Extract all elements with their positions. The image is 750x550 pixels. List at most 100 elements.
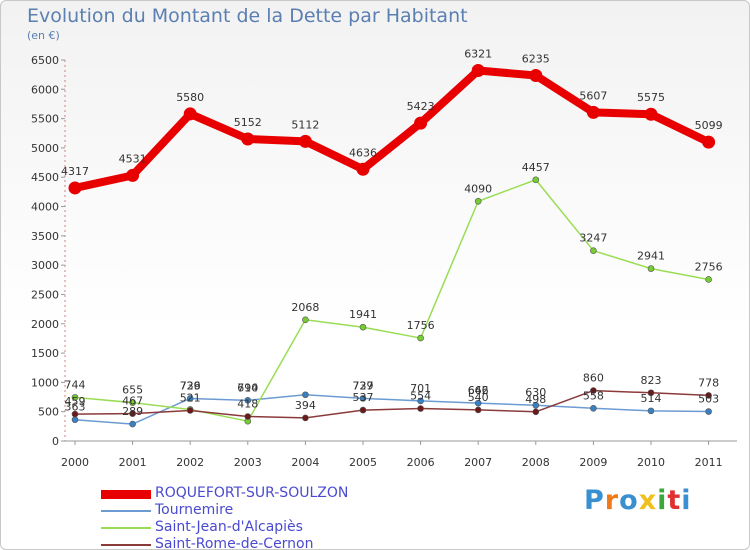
data-label: 823 (641, 374, 662, 387)
data-label: 646 (468, 384, 489, 397)
data-point (359, 323, 367, 331)
legend-swatch (101, 527, 151, 529)
data-point (129, 399, 136, 406)
y-tick-label: 6500 (31, 54, 59, 67)
data-label: 2941 (637, 250, 665, 263)
data-label: 860 (583, 372, 604, 385)
series-line-2 (74, 179, 710, 422)
data-point (71, 394, 79, 401)
data-point (471, 63, 485, 77)
legend-swatch (101, 510, 151, 512)
data-label: 521 (180, 391, 201, 404)
point-labels: 4317 4531 5580 5152 5112 4636 5423 6321 6235 5607… (61, 47, 723, 418)
data-label: 503 (698, 393, 719, 406)
data-point (241, 132, 255, 146)
data-point (302, 316, 309, 324)
data-point (532, 408, 540, 416)
data-label: 5580 (176, 91, 204, 104)
data-point (414, 116, 428, 130)
data-label: 2756 (695, 260, 723, 273)
data-point (647, 407, 655, 415)
data-point (417, 397, 424, 405)
data-label: 739 (180, 379, 201, 392)
data-label: 710 (237, 381, 258, 394)
data-label: 514 (641, 392, 662, 405)
x-tick-label: 2007 (464, 456, 492, 469)
data-point (298, 134, 312, 148)
x-tick-label: 2000 (61, 456, 89, 469)
x-tick-label: 2008 (522, 456, 550, 469)
series-layer (68, 63, 716, 428)
data-label: 4090 (464, 182, 492, 195)
data-label: 630 (525, 386, 546, 399)
y-tick-label: 0 (52, 435, 59, 448)
data-point (532, 401, 540, 409)
proxiti-logo: Proxiti (584, 485, 692, 516)
data-point (647, 265, 655, 272)
data-label: 418 (237, 397, 258, 410)
data-point (474, 399, 482, 407)
x-tick-label: 2009 (579, 456, 607, 469)
data-point (532, 176, 540, 184)
unit-label: (en €) (27, 29, 60, 42)
data-label: 694 (237, 381, 258, 394)
y-tick-label: 5500 (31, 113, 59, 126)
data-label: 394 (295, 399, 316, 412)
data-point (68, 181, 82, 195)
data-label: 5152 (234, 116, 262, 129)
data-point (126, 168, 140, 182)
logo-letter: r (604, 485, 620, 516)
y-tick-label: 1500 (31, 347, 59, 360)
data-point (702, 135, 716, 149)
data-label: 554 (410, 390, 431, 403)
data-point (302, 391, 309, 399)
logo-letter: i (681, 485, 692, 516)
data-point (417, 334, 424, 342)
data-point (129, 410, 136, 417)
data-label: 2068 (291, 301, 319, 314)
data-label: 540 (468, 391, 489, 404)
data-point (644, 107, 658, 121)
data-point (586, 105, 600, 119)
logo-letter: t (667, 485, 682, 516)
legend-label: Saint-Jean-d'Alcapiès (155, 519, 303, 535)
data-label: 739 (353, 379, 374, 392)
data-label: 3247 (579, 232, 607, 245)
series-line-1 (74, 394, 710, 425)
x-tick-label: 2011 (695, 456, 723, 469)
x-tick-label: 2004 (291, 456, 319, 469)
series-line-0 (71, 66, 713, 192)
y-tick-label: 4000 (31, 201, 59, 214)
logo-letter: x (638, 485, 658, 516)
data-point (705, 408, 712, 415)
data-point (705, 392, 712, 399)
data-label: 289 (122, 405, 143, 418)
y-tick-label: 2500 (31, 288, 59, 301)
x-tick-label: 2006 (407, 456, 435, 469)
data-label: 662 (468, 384, 489, 397)
data-label: 558 (583, 389, 604, 402)
legend-label: Tournemire (155, 502, 234, 518)
data-label: 1756 (407, 319, 435, 332)
chart-title: Evolution du Montant de la Dette par Hab… (27, 5, 468, 27)
data-label: 363 (65, 401, 86, 414)
data-point (302, 414, 309, 422)
data-point (244, 397, 252, 404)
data-point (186, 395, 194, 402)
data-point (244, 413, 252, 420)
data-label: 459 (65, 395, 86, 408)
data-point (186, 407, 194, 414)
legend-label: ROQUEFORT-SUR-SOULZON (155, 485, 349, 501)
data-label: 727 (353, 379, 374, 392)
data-label: 1941 (349, 308, 377, 321)
data-label: 5423 (407, 100, 435, 113)
data-label: 4531 (119, 152, 147, 165)
data-label: 467 (122, 395, 143, 408)
data-label: 4636 (349, 146, 377, 159)
data-label: 5607 (579, 89, 607, 102)
logo-letter: P (584, 485, 605, 516)
data-point (529, 69, 543, 83)
data-label: 744 (65, 378, 86, 391)
data-point (474, 406, 482, 414)
axes: 0 500 1000 1500 2000 2500 3000 3500 4000 4500 5000… (31, 54, 737, 469)
